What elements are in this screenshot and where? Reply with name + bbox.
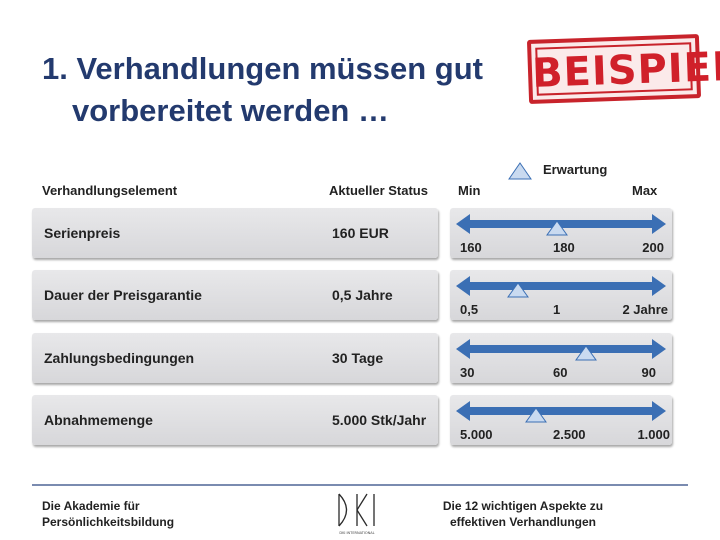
header-element: Verhandlungselement — [42, 183, 178, 198]
scale-mid: 60 — [553, 365, 568, 380]
scale-min: 0,5 — [460, 302, 479, 317]
row-element-label: Serienpreis — [44, 225, 121, 241]
header-max: Max — [632, 183, 658, 198]
scale-min: 5.000 — [460, 427, 493, 442]
slide-title: 1. Verhandlungen müssen gut vorbereitet … — [42, 48, 512, 132]
row-current-status: 160 EUR — [332, 225, 389, 241]
range-arrow-icon — [456, 214, 666, 234]
range-arrow-icon — [456, 401, 666, 421]
footer-topic: Die 12 wichtigen Aspekte zu effektiven V… — [418, 498, 628, 530]
header-status: Aktueller Status — [329, 183, 428, 198]
stamp-text: BEISPIEL — [531, 43, 720, 97]
footer-topic-line-2: effektiven Verhandlungen — [449, 515, 597, 529]
slide-title-line-2: vorbereitet werden … — [72, 93, 389, 128]
range-bar: 30 60 90 — [450, 333, 672, 383]
expectation-marker-icon — [546, 220, 568, 236]
row-element-label: Zahlungsbedingungen — [44, 350, 195, 366]
header-min: Min — [458, 183, 481, 198]
scale-max: 1.000 — [637, 427, 670, 442]
footer-topic-line-1: Die 12 wichtigen Aspekte zu — [442, 499, 604, 513]
expectation-legend-label: Erwartung — [543, 162, 608, 177]
expectation-marker-icon — [507, 282, 529, 298]
row-current-status: 5.000 Stk/Jahr — [332, 412, 427, 428]
expectation-marker-icon — [525, 407, 547, 423]
logo-caption: DKI INTERNATIONAL — [339, 531, 374, 535]
negotiation-row: Abnahmemenge 5.000 Stk/Jahr — [32, 395, 438, 445]
scale-max: 2 Jahre — [622, 302, 668, 317]
footer-org-line-1: Die Akademie für — [42, 499, 140, 513]
scale-max: 90 — [641, 365, 656, 380]
scale-min: 160 — [460, 240, 482, 255]
range-bar: 160 180 200 — [450, 208, 672, 258]
scale-mid: 2.500 — [553, 427, 586, 442]
footer-divider — [32, 484, 688, 486]
footer-organization: Die Akademie für Persönlichkeitsbildung — [42, 498, 174, 530]
row-element-label: Abnahmemenge — [44, 412, 153, 428]
range-arrow-icon — [456, 276, 666, 296]
range-bar: 5.000 2.500 1.000 — [450, 395, 672, 445]
example-stamp: BEISPIEL — [526, 34, 720, 104]
row-current-status: 30 Tage — [332, 350, 384, 366]
row-element-label: Dauer der Preisgarantie — [44, 287, 202, 303]
scale-mid: 1 — [553, 302, 561, 317]
scale-min: 30 — [460, 365, 475, 380]
dki-logo: DKI INTERNATIONAL — [338, 493, 375, 535]
scale-max: 200 — [642, 240, 664, 255]
negotiation-row: Serienpreis 160 EUR — [32, 208, 438, 258]
scale-mid: 180 — [553, 240, 575, 255]
expectation-legend-icon — [508, 162, 532, 180]
range-arrow-icon — [456, 339, 666, 359]
row-current-status: 0,5 Jahre — [332, 287, 393, 303]
range-bar: 0,5 1 2 Jahre — [450, 270, 672, 320]
negotiation-row: Zahlungsbedingungen 30 Tage — [32, 333, 438, 383]
negotiation-row: Dauer der Preisgarantie 0,5 Jahre — [32, 270, 438, 320]
footer-org-line-2: Persönlichkeitsbildung — [42, 515, 175, 529]
expectation-marker-icon — [575, 345, 597, 361]
slide-title-line-1: 1. Verhandlungen müssen gut — [42, 51, 483, 86]
